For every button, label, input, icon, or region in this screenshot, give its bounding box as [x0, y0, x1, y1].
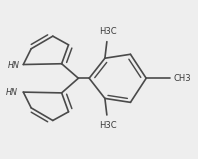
Text: CH3: CH3 — [174, 74, 191, 83]
Text: HN: HN — [8, 61, 19, 70]
Text: H3C: H3C — [99, 121, 117, 130]
Text: H3C: H3C — [99, 27, 117, 36]
Text: HN: HN — [6, 88, 17, 97]
